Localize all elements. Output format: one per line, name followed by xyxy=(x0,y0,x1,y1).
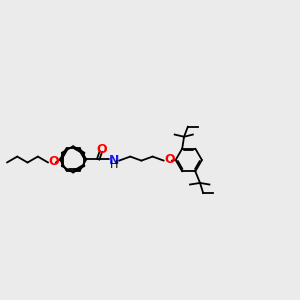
Text: H: H xyxy=(110,160,118,170)
Text: O: O xyxy=(96,143,107,156)
Text: O: O xyxy=(48,155,59,168)
Text: O: O xyxy=(164,153,175,166)
Text: N: N xyxy=(109,154,119,167)
